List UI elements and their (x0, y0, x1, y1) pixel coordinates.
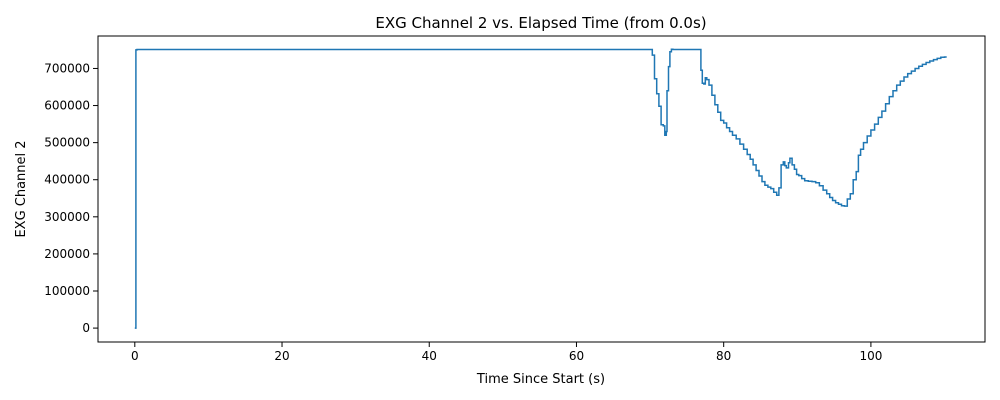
plot-area (134, 48, 947, 329)
x-tick-label: 40 (422, 349, 437, 363)
y-tick-label: 100000 (44, 284, 90, 298)
y-tick-label: 500000 (44, 136, 90, 150)
x-axis-ticks: 0 20 40 60 80 100 (131, 342, 882, 363)
plot-frame (97, 35, 986, 343)
x-tick-label: 100 (859, 349, 882, 363)
y-tick-label: 400000 (44, 173, 90, 187)
y-axis-ticks: 0 100000 200000 300000 400000 500000 600000 700… (44, 61, 98, 335)
x-tick-label: 80 (716, 349, 731, 363)
y-tick-label: 600000 (44, 99, 90, 113)
x-tick-label: 60 (569, 349, 584, 363)
x-tick-label: 0 (131, 349, 139, 363)
y-tick-label: 200000 (44, 247, 90, 261)
y-axis-label: EXG Channel 2 (14, 140, 29, 237)
chart-title: EXG Channel 2 vs. Elapsed Time (from 0.0… (375, 14, 706, 32)
series-line-1 (134, 48, 947, 329)
y-tick-label: 300000 (44, 210, 90, 224)
y-tick-label: 0 (82, 321, 90, 335)
x-axis-label: Time Since Start (s) (476, 372, 605, 387)
x-tick-label: 20 (274, 349, 289, 363)
y-tick-label: 700000 (44, 61, 90, 75)
